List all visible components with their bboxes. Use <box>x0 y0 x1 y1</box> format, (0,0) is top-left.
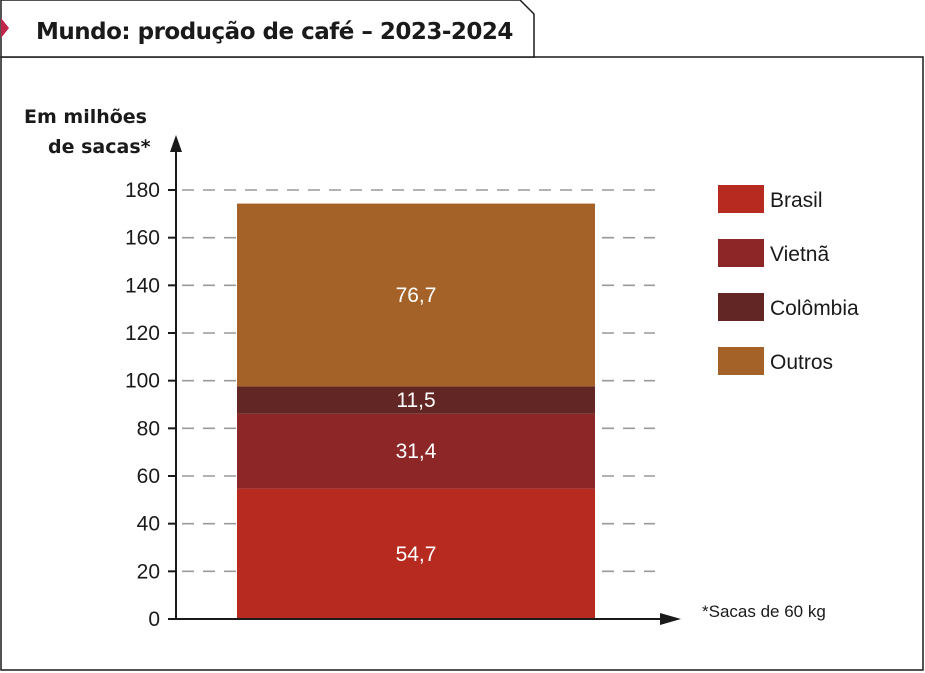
legend-label: Brasil <box>770 189 823 212</box>
bar-segment-2 <box>237 386 595 414</box>
x-axis-arrow <box>660 613 681 625</box>
y-axis-label-line2: de sacas* <box>48 136 151 158</box>
y-tick-label: 0 <box>148 608 160 631</box>
segment-labels: 54,7 31,4 11,5 76,7 <box>396 284 437 566</box>
data-label: 11,5 <box>396 389 435 412</box>
legend-label: Colômbia <box>770 297 859 320</box>
y-tick-label: 80 <box>137 417 160 440</box>
legend-swatch <box>718 239 764 267</box>
title-marker <box>1 18 9 38</box>
y-tick-label: 20 <box>137 560 160 583</box>
title-tab <box>0 0 535 58</box>
y-axis-ticks: 0 20 40 60 80 100 120 140 160 180 <box>125 179 176 631</box>
legend: Brasil Vietnã Colômbia Outros <box>718 185 859 375</box>
data-label: 31,4 <box>396 440 437 463</box>
y-tick-label: 180 <box>125 179 160 202</box>
y-tick-label: 60 <box>137 465 160 488</box>
stacked-bar <box>237 203 595 619</box>
y-tick-label: 40 <box>137 513 160 536</box>
y-axis-arrow <box>170 135 182 152</box>
y-tick-label: 120 <box>125 322 160 345</box>
data-label: 76,7 <box>396 284 437 307</box>
legend-label: Vietnã <box>770 243 829 266</box>
y-tick-label: 140 <box>125 274 160 297</box>
bar-segment-0 <box>237 488 595 619</box>
y-axis-label-line1: Em milhões <box>24 106 147 128</box>
legend-swatch <box>718 293 764 321</box>
legend-swatch <box>718 185 764 213</box>
chart-title: Mundo: produção de café – 2023-2024 <box>36 19 513 45</box>
units-note: *Sacas de 60 kg <box>702 602 826 621</box>
bar-segment-1 <box>237 413 595 489</box>
bar-segment-3 <box>237 203 595 387</box>
legend-swatch <box>718 347 764 375</box>
y-tick-label: 100 <box>125 370 160 393</box>
data-label: 54,7 <box>396 543 437 566</box>
y-tick-label: 160 <box>125 227 160 250</box>
legend-label: Outros <box>770 351 833 374</box>
